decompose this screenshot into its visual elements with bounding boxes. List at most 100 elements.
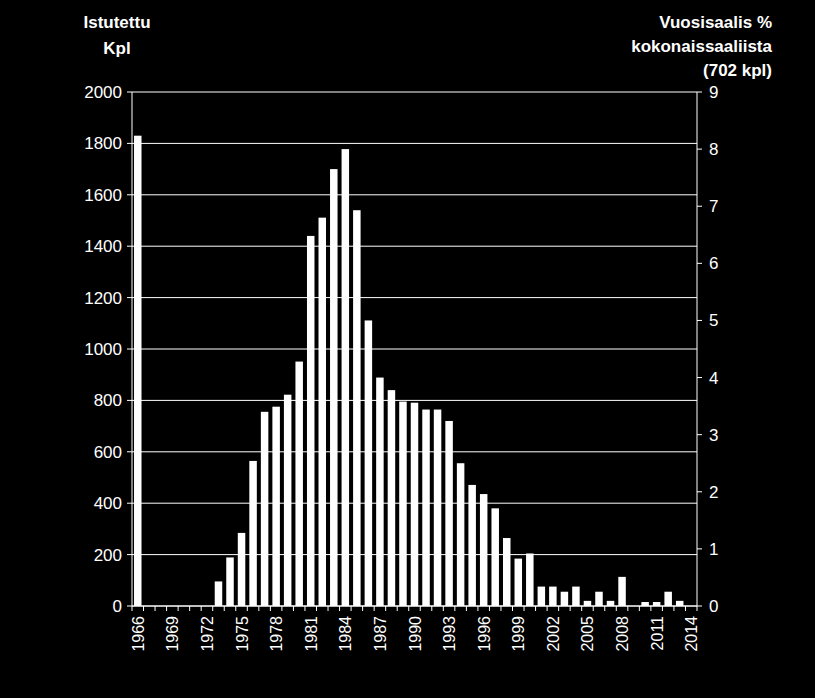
y-tick: [127, 503, 132, 504]
bar: [687, 606, 694, 607]
bar: [388, 390, 395, 606]
y2-tick-label: 0: [709, 597, 718, 616]
bar: [261, 412, 268, 606]
y2-tick-label: 9: [709, 83, 718, 102]
bar: [192, 606, 199, 607]
bar: [249, 461, 256, 606]
bar: [491, 508, 498, 606]
bar: [272, 407, 279, 606]
x-tick: [431, 606, 432, 611]
bar: [664, 592, 671, 606]
bar: [307, 236, 314, 606]
x-tick: [328, 606, 329, 611]
bar: [445, 421, 452, 606]
x-tick-label: 1978: [268, 616, 285, 652]
x-tick: [235, 606, 236, 611]
y-axis: [132, 92, 133, 606]
y2-tick: [697, 263, 702, 264]
x-tick: [524, 606, 525, 611]
x-tick: [639, 606, 640, 611]
x-tick: [385, 606, 386, 611]
y2-tick: [697, 320, 702, 321]
x-tick-label: 1984: [337, 616, 354, 652]
y2-tick: [697, 606, 702, 607]
y-tick-label: 2000: [84, 83, 122, 102]
x-tick: [685, 606, 686, 611]
bar: [330, 169, 337, 606]
x-tick: [477, 606, 478, 611]
x-tick-label: 1975: [234, 616, 251, 652]
grid-line: [132, 400, 697, 401]
x-tick-label: 1981: [303, 616, 320, 652]
bar: [676, 601, 683, 606]
bar: [618, 577, 625, 606]
x-tick: [673, 606, 674, 611]
x-tick: [339, 606, 340, 611]
x-tick-label: 2011: [649, 616, 666, 651]
x-tick: [212, 606, 213, 611]
x-tick: [466, 606, 467, 611]
bar: [457, 463, 464, 606]
x-tick: [581, 606, 582, 611]
y2-tick: [697, 548, 702, 549]
x-tick: [201, 606, 202, 611]
y2-axis-title: kokonaissaaliista: [631, 37, 772, 56]
x-tick: [270, 606, 271, 611]
bar: [480, 494, 487, 606]
x-tick: [132, 606, 133, 611]
x-tick: [143, 606, 144, 611]
y-tick-label: 200: [94, 546, 122, 565]
bar: [376, 378, 383, 606]
x-tick: [293, 606, 294, 611]
y2-tick-label: 3: [709, 426, 718, 445]
x-tick: [697, 606, 698, 611]
bar: [157, 606, 164, 607]
y-tick-label: 1400: [84, 237, 122, 256]
bar: [365, 320, 372, 606]
y2-tick: [697, 149, 702, 150]
bar: [584, 601, 591, 606]
bar: [399, 402, 406, 606]
x-tick: [535, 606, 536, 611]
y2-tick: [697, 206, 702, 207]
bars: [134, 136, 683, 606]
chart: 0200400600800100012001400160018002000012…: [0, 0, 815, 698]
bar: [503, 538, 510, 606]
x-tick: [616, 606, 617, 611]
x-tick: [281, 606, 282, 611]
y2-tick-label: 7: [709, 197, 718, 216]
x-tick-label: 1969: [164, 616, 181, 652]
y-tick-label: 400: [94, 494, 122, 513]
y-tick: [127, 349, 132, 350]
bar: [284, 395, 291, 606]
y-tick: [127, 92, 132, 93]
y-tick: [127, 246, 132, 247]
y-tick: [127, 606, 132, 607]
bar: [595, 592, 602, 606]
y-tick-label: 600: [94, 443, 122, 462]
y-tick: [127, 143, 132, 144]
x-tick-label: 1972: [199, 616, 216, 652]
bar: [526, 553, 533, 606]
x-tick: [189, 606, 190, 611]
bar: [630, 606, 637, 607]
y2-tick-label: 4: [709, 369, 718, 388]
x-tick: [547, 606, 548, 611]
x-tick: [570, 606, 571, 611]
y-tick: [127, 194, 132, 195]
x-tick: [489, 606, 490, 611]
y2-tick: [697, 491, 702, 492]
bar: [538, 587, 545, 606]
y-tick-label: 1000: [84, 340, 122, 359]
x-tick-label: 2014: [683, 616, 700, 652]
bar: [411, 403, 418, 606]
x-tick: [304, 606, 305, 611]
x-tick-label: 2008: [614, 616, 631, 652]
bar: [169, 606, 176, 607]
bar: [180, 606, 187, 607]
x-tick: [558, 606, 559, 611]
bar: [238, 533, 245, 606]
x-tick: [662, 606, 663, 611]
y2-tick-label: 5: [709, 311, 718, 330]
x-tick: [627, 606, 628, 611]
